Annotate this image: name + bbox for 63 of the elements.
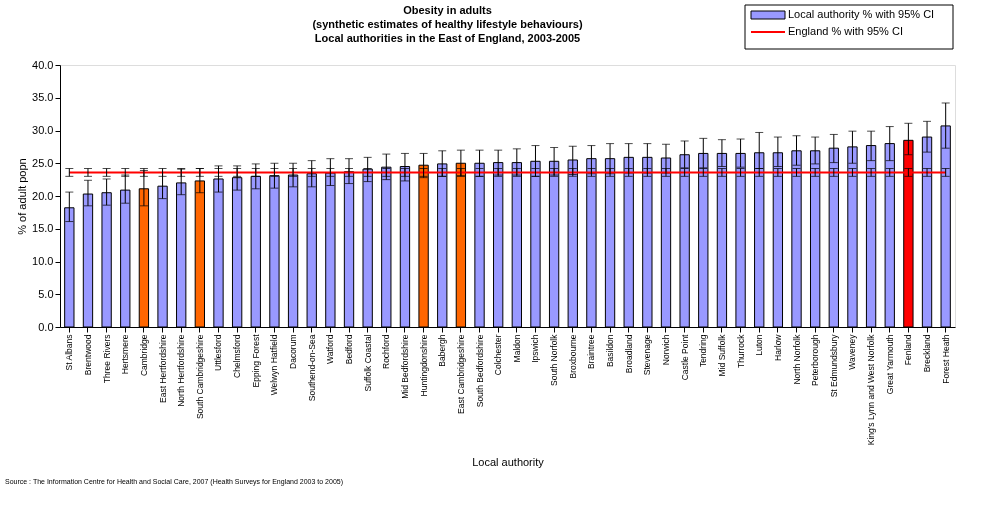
y-tick-label: 20.0	[32, 189, 54, 202]
x-tick-label: Chelmsford	[232, 334, 243, 378]
x-tick-label: Southend-on-Sea	[306, 334, 317, 402]
y-tick-label: 30.0	[32, 124, 54, 136]
x-tick-label: Fenland	[903, 334, 914, 366]
x-tick-label: Waveney	[847, 333, 858, 370]
x-tick-label: Hertsmere	[120, 334, 131, 375]
y-tick-label: 25.0	[32, 156, 54, 169]
x-tick-label: Castle Point	[679, 333, 690, 381]
x-tick-label: South Norfolk	[549, 333, 560, 386]
x-tick-label: Three Rivers	[101, 334, 112, 384]
x-tick-label: Great Yarmouth	[884, 334, 895, 395]
legend-label: England % with 95% CI	[788, 25, 903, 37]
x-tick-label: Harlow	[772, 333, 783, 361]
x-tick-label: North Norfolk	[791, 333, 802, 385]
x-tick-label: Tendring	[698, 334, 709, 368]
x-axis-title: Local authority	[472, 456, 545, 469]
x-tick-label: Stevenage	[642, 334, 653, 376]
chart-subtitle: (synthetic estimates of healthy lifestyle behaviours) Local authorities in the East of England, 2003-2005	[312, 18, 583, 44]
x-tick-label: South Bedfordshire	[474, 334, 485, 408]
x-tick-label: Uttlesford	[213, 334, 224, 371]
x-tick-label: St Edmundsbury	[828, 333, 839, 398]
x-tick-label: Norwich	[660, 334, 671, 366]
x-tick-label: Maldon	[511, 334, 522, 363]
x-tick-label: Welwyn Hatfield	[269, 334, 280, 396]
x-tick-label: Mid Suffolk	[716, 333, 727, 377]
x-tick-label: Forest Heath	[940, 334, 951, 384]
x-tick-label: King's Lynn and West Norfolk	[866, 333, 877, 446]
x-tick-label: Colchester	[493, 334, 504, 376]
x-tick-label: Bedford	[344, 334, 355, 365]
y-tick-label: 10.0	[32, 255, 54, 267]
y-axis-title: % of adult popn	[16, 158, 29, 235]
x-tick-label: Braintree	[586, 334, 597, 369]
x-tick-label: Peterborough	[810, 334, 821, 387]
y-tick-label: 0.0	[38, 320, 54, 333]
x-tick-label: Luton	[754, 334, 765, 356]
chart-title: Obesity in adults	[403, 4, 492, 16]
x-tick-label: Cambridge	[138, 334, 149, 377]
x-tick-label: Mid Bedfordshire	[399, 334, 410, 399]
legend-label: Local authority % with 95% CI	[788, 8, 935, 20]
y-tick-label: 15.0	[32, 222, 54, 235]
x-tick-label: North Hertfordshire	[176, 334, 187, 407]
x-tick-label: Suffolk Coastal	[362, 334, 373, 392]
x-tick-label: Basildon	[605, 334, 616, 368]
x-tick-label: Ipswich	[530, 334, 541, 363]
x-tick-label: Broxbourne	[567, 334, 578, 379]
x-tick-label: St Albans	[64, 334, 75, 371]
x-tick-label: Epping Forest	[250, 333, 261, 388]
x-tick-label: East Cambridgeshire	[455, 334, 466, 414]
y-tick-label: 40.0	[32, 58, 54, 71]
x-tick-label: South Cambridgeshire	[194, 334, 205, 420]
y-tick-label: 35.0	[32, 91, 54, 104]
x-tick-label: Thurrock	[735, 333, 746, 369]
x-tick-label: Babergh	[437, 334, 448, 367]
x-tick-label: Breckland	[922, 334, 933, 373]
x-tick-label: Dacorum	[288, 334, 299, 369]
x-tick-label: Broadland	[623, 334, 634, 374]
x-tick-label: Huntingdonshire	[418, 334, 429, 397]
x-tick-label: Watford	[325, 334, 336, 364]
x-tick-label: Brentwood	[82, 334, 93, 376]
x-tick-label: Rochford	[381, 334, 392, 369]
x-tick-label: East Hertfordshire	[157, 334, 168, 403]
y-tick-label: 5.0	[38, 287, 54, 300]
